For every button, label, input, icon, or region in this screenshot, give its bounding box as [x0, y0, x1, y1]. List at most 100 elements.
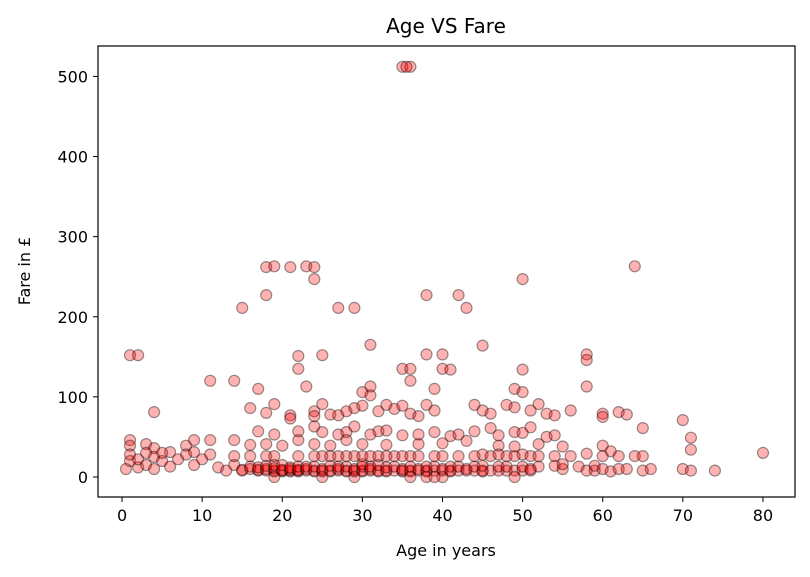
- data-point: [444, 460, 457, 473]
- data-point: [292, 425, 305, 438]
- data-point: [316, 462, 329, 476]
- data-point: [284, 461, 297, 474]
- data-point: [140, 458, 153, 472]
- data-point: [580, 447, 593, 460]
- data-point: [676, 414, 689, 427]
- data-point: [204, 434, 217, 447]
- data-point: [260, 406, 273, 419]
- data-point: [548, 459, 561, 472]
- data-point: [324, 465, 337, 478]
- data-point: [308, 438, 321, 451]
- data-point: [524, 450, 537, 463]
- data-point: [516, 460, 529, 473]
- data-points: [119, 60, 770, 484]
- data-point: [348, 462, 361, 476]
- data-point: [340, 434, 353, 447]
- data-point: [300, 464, 313, 477]
- y-tick-label: 200: [57, 308, 88, 327]
- data-point: [204, 374, 217, 387]
- data-point: [588, 464, 601, 477]
- data-point: [400, 60, 413, 73]
- data-point: [308, 410, 321, 423]
- data-point: [380, 464, 393, 477]
- data-point: [212, 461, 225, 474]
- data-point: [380, 450, 393, 463]
- data-point: [492, 429, 505, 442]
- data-point: [420, 348, 433, 361]
- x-tick-label: 50: [512, 506, 532, 525]
- data-point: [676, 462, 689, 476]
- data-point: [516, 448, 529, 461]
- data-point: [508, 401, 521, 414]
- x-tick-label: 30: [352, 506, 372, 525]
- data-point: [492, 464, 505, 477]
- data-point: [348, 301, 361, 314]
- data-point: [684, 464, 698, 477]
- data-point: [308, 460, 321, 473]
- data-point: [300, 462, 313, 476]
- data-point: [452, 450, 465, 463]
- data-point: [636, 450, 649, 463]
- data-point: [123, 439, 137, 452]
- data-point: [364, 428, 377, 441]
- data-point: [524, 421, 537, 434]
- data-point: [252, 463, 265, 476]
- data-point: [532, 450, 545, 463]
- data-point: [476, 459, 489, 472]
- data-point: [308, 450, 321, 463]
- data-point: [292, 464, 305, 477]
- data-point: [508, 464, 521, 477]
- data-point: [276, 439, 289, 452]
- data-point: [404, 464, 417, 477]
- data-point: [468, 464, 481, 477]
- data-point: [436, 470, 449, 484]
- data-point: [452, 289, 465, 302]
- data-point: [316, 450, 329, 463]
- data-point: [420, 289, 433, 302]
- data-point: [156, 454, 169, 468]
- x-tick-label: 10: [192, 506, 212, 525]
- data-point: [148, 442, 161, 455]
- data-point: [636, 464, 649, 477]
- data-point: [580, 464, 593, 477]
- data-point: [244, 402, 257, 415]
- data-point: [164, 460, 177, 473]
- data-point: [148, 450, 161, 463]
- data-point: [628, 260, 641, 273]
- data-point: [460, 301, 473, 314]
- data-point: [532, 460, 545, 473]
- data-point: [292, 463, 305, 476]
- data-point: [580, 348, 593, 361]
- data-point: [548, 409, 561, 422]
- data-point: [228, 450, 241, 463]
- data-point: [596, 462, 609, 476]
- data-point: [308, 405, 321, 418]
- data-point: [140, 438, 153, 451]
- plot-frame: [97, 45, 796, 498]
- data-point: [468, 450, 481, 463]
- data-point: [356, 464, 369, 477]
- data-point: [292, 465, 305, 478]
- data-point: [372, 405, 385, 418]
- data-point: [540, 407, 553, 420]
- data-point: [228, 434, 241, 447]
- data-point: [516, 363, 529, 376]
- data-point: [396, 464, 409, 477]
- data-point: [524, 462, 537, 476]
- data-point: [332, 450, 345, 463]
- x-tick-label: 40: [432, 506, 452, 525]
- data-point: [460, 464, 473, 477]
- data-point: [260, 450, 273, 463]
- y-axis: 0 100 200 300 400 500: [57, 67, 98, 487]
- data-point: [123, 434, 137, 447]
- data-point: [612, 462, 625, 476]
- data-point: [348, 470, 361, 484]
- data-point: [244, 438, 257, 451]
- data-point: [252, 425, 265, 438]
- data-point: [372, 425, 385, 438]
- data-point: [436, 362, 449, 375]
- data-point: [356, 399, 369, 412]
- data-point: [324, 459, 337, 472]
- data-point: [380, 461, 393, 474]
- data-point: [356, 386, 369, 399]
